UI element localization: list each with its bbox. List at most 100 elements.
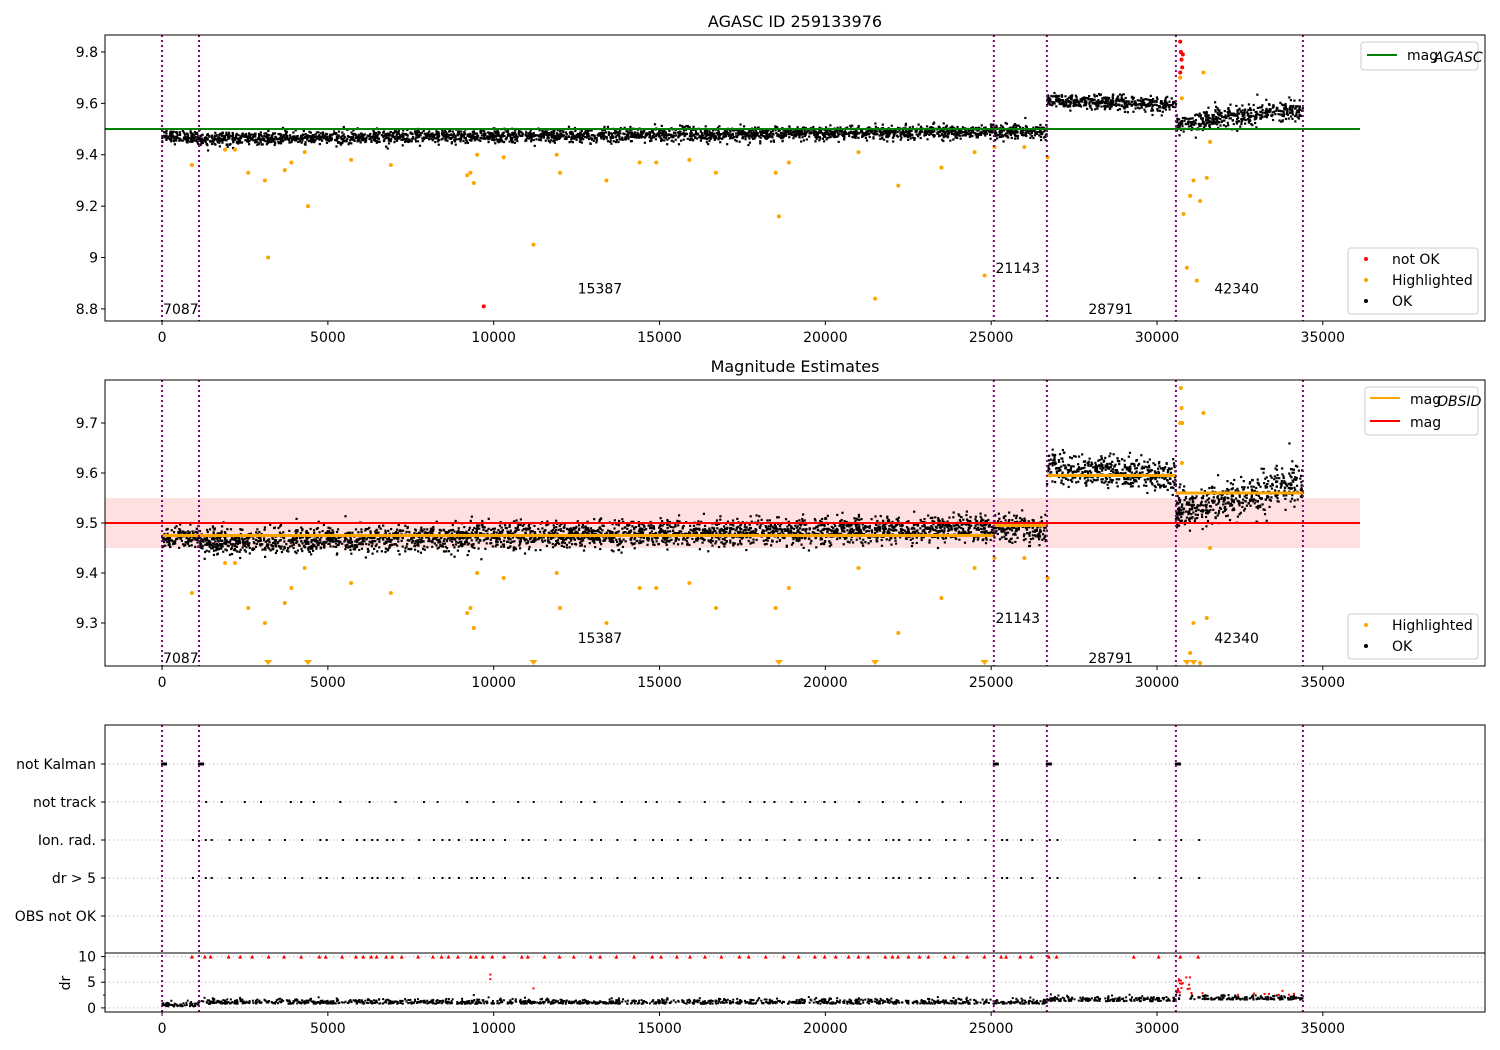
ok-point	[1291, 110, 1294, 113]
ok-point	[672, 135, 675, 139]
ok-point	[796, 525, 799, 528]
ok-point	[838, 129, 842, 132]
ok-point	[991, 123, 994, 127]
ok-point	[1011, 130, 1014, 133]
ok-point	[796, 126, 799, 129]
ok-point	[752, 137, 755, 141]
ok-point	[924, 129, 927, 133]
ok-point	[1295, 111, 1298, 114]
ok-point	[197, 142, 200, 145]
ok-point	[674, 525, 677, 528]
ok-point	[196, 138, 200, 141]
ok-point	[284, 137, 287, 140]
ok-point	[1202, 126, 1206, 129]
ok-point	[188, 531, 191, 534]
ok-point	[1016, 137, 1019, 140]
ok-point	[738, 132, 741, 136]
ok-point	[1217, 113, 1220, 116]
ok-point	[175, 139, 178, 142]
ok-point	[909, 137, 912, 140]
ok-point	[345, 545, 348, 548]
ok-point	[744, 138, 747, 141]
ok-point	[1278, 109, 1282, 112]
ok-point	[732, 129, 735, 132]
legend-box	[1360, 41, 1479, 71]
ok-point	[1146, 103, 1149, 107]
ok-point	[282, 139, 285, 143]
ok-point	[1264, 111, 1268, 114]
ok-point	[635, 133, 638, 136]
ok-point	[1132, 110, 1135, 113]
ok-point	[458, 540, 462, 544]
ok-point	[204, 137, 207, 140]
ok-point	[692, 133, 695, 137]
ok-point	[784, 134, 788, 137]
ok-point	[896, 135, 900, 138]
ok-point	[1021, 131, 1024, 134]
ok-point	[579, 131, 582, 134]
ok-point	[624, 526, 627, 529]
ok-point	[626, 527, 629, 531]
ok-point	[837, 140, 840, 143]
ok-point	[1106, 104, 1110, 107]
ok-point	[664, 529, 667, 533]
ok-point	[443, 550, 446, 553]
ok-point	[396, 544, 399, 547]
ok-point	[511, 140, 514, 143]
ok-point	[1292, 104, 1295, 108]
ok-point	[803, 528, 806, 531]
ok-point	[466, 133, 470, 136]
ok-point	[1012, 125, 1015, 128]
ok-point	[1236, 117, 1239, 121]
ok-point	[427, 134, 430, 137]
ok-point	[529, 129, 532, 132]
ok-point	[931, 131, 934, 134]
ok-point	[444, 545, 447, 548]
ok-point	[845, 524, 848, 528]
ok-point	[666, 138, 669, 141]
ok-point	[1192, 121, 1195, 124]
ok-point	[1096, 107, 1099, 110]
ok-point	[920, 536, 923, 539]
ok-point	[781, 139, 784, 142]
ok-point	[184, 531, 187, 534]
ok-point	[315, 541, 319, 544]
ok-point	[604, 131, 608, 134]
ok-point	[609, 139, 612, 142]
ok-point	[311, 135, 315, 139]
ok-point	[532, 135, 535, 138]
ok-point	[1268, 103, 1271, 106]
highlighted-point	[282, 168, 287, 173]
ok-point	[582, 134, 585, 138]
ok-point	[872, 137, 875, 140]
ok-point	[1164, 105, 1168, 108]
ok-point	[622, 531, 625, 534]
ok-point	[883, 131, 886, 134]
ok-point	[1239, 110, 1242, 113]
ok-point	[580, 540, 583, 543]
ok-point	[808, 132, 811, 135]
ok-point	[977, 129, 980, 132]
ok-point	[299, 137, 302, 141]
ok-point	[525, 139, 528, 142]
ok-point	[838, 130, 842, 133]
ok-point	[490, 135, 493, 139]
ok-point	[337, 135, 340, 138]
ok-point	[1256, 106, 1259, 109]
ok-point	[829, 135, 832, 139]
ok-point	[706, 129, 709, 132]
ok-point	[259, 139, 262, 142]
ok-point	[172, 541, 175, 545]
ok-point	[403, 133, 407, 136]
ok-point	[331, 133, 334, 136]
ok-point	[462, 134, 466, 137]
ok-point	[777, 516, 780, 519]
ok-point	[1121, 100, 1124, 103]
ok-point	[1001, 133, 1004, 137]
ok-point	[749, 134, 752, 138]
ok-point	[1030, 135, 1034, 138]
ok-point	[1223, 115, 1227, 118]
ok-point	[1079, 98, 1082, 101]
ok-point	[248, 546, 251, 550]
ok-point	[537, 135, 541, 138]
